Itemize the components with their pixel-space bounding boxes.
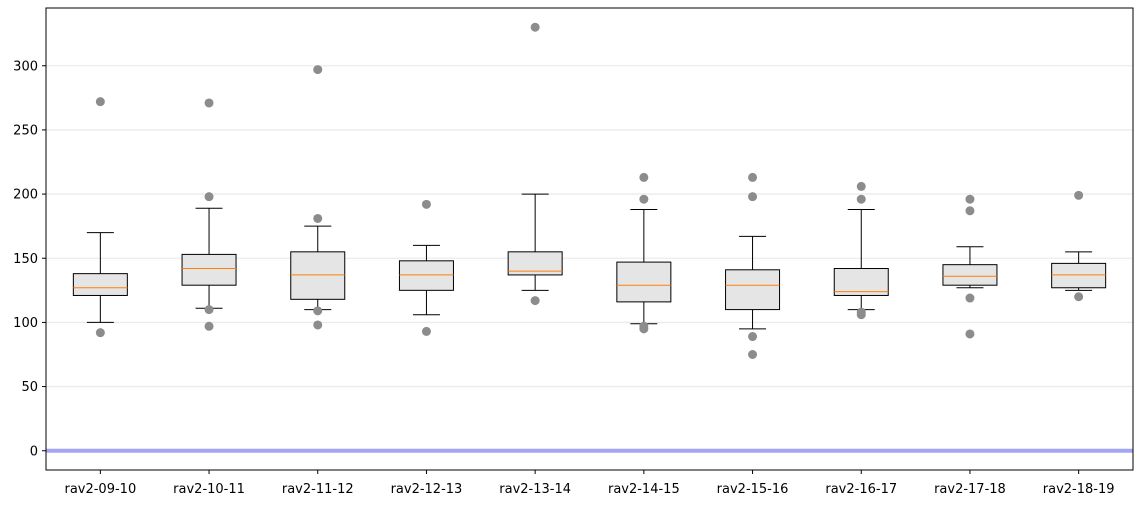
boxes-layer <box>72 22 1107 359</box>
x-tick-label-rav2-17-18: rav2-17-18 <box>934 482 1006 497</box>
outlier-point <box>313 65 323 75</box>
box-rav2-12-13 <box>398 199 454 336</box>
y-tick-label-0: 0 <box>30 444 38 459</box>
iqr-box <box>833 268 889 296</box>
outlier-point <box>313 320 323 330</box>
iqr-box <box>398 260 454 291</box>
x-tick-label-rav2-15-16: rav2-15-16 <box>717 482 789 497</box>
x-tick-label-rav2-13-14: rav2-13-14 <box>499 482 571 497</box>
y-tick-label-50: 50 <box>21 380 38 395</box>
outlier-point <box>965 194 975 204</box>
outlier-point <box>639 194 649 204</box>
box-rav2-10-11 <box>181 98 237 331</box>
outlier-point <box>313 306 323 316</box>
outlier-point <box>965 293 975 303</box>
outlier-point <box>1074 190 1084 200</box>
x-tick-label-rav2-12-13: rav2-12-13 <box>391 482 463 497</box>
iqr-box <box>290 251 346 300</box>
iqr-box <box>725 269 781 311</box>
outlier-point <box>313 213 323 223</box>
x-tick-label-rav2-10-11: rav2-10-11 <box>173 482 245 497</box>
y-axis: 0 50 100 150 200 250 300 <box>13 59 46 459</box>
box-rav2-17-18 <box>942 194 998 339</box>
box-rav2-11-12 <box>290 65 346 330</box>
outlier-point <box>856 307 866 317</box>
outlier-point <box>748 350 758 359</box>
y-tick-label-300: 300 <box>13 59 38 74</box>
x-tick-label-rav2-18-19: rav2-18-19 <box>1043 482 1115 497</box>
y-tick-label-250: 250 <box>13 123 38 138</box>
outlier-point <box>204 321 214 331</box>
outlier-point <box>748 332 758 342</box>
iqr-box <box>72 273 128 296</box>
iqr-box <box>507 251 563 276</box>
iqr-box <box>1051 262 1107 289</box>
outlier-point <box>204 305 214 315</box>
outlier-point <box>95 328 105 338</box>
box-rav2-13-14 <box>507 22 563 306</box>
box-rav2-09-10 <box>72 97 128 338</box>
x-tick-label-rav2-11-12: rav2-11-12 <box>282 482 354 497</box>
outlier-point <box>965 206 975 216</box>
outlier-point <box>856 181 866 191</box>
x-tick-label-rav2-16-17: rav2-16-17 <box>825 482 897 497</box>
outlier-point <box>530 296 540 306</box>
box-rav2-16-17 <box>833 181 889 320</box>
box-rav2-18-19 <box>1051 190 1107 302</box>
outlier-point <box>204 192 214 202</box>
x-tick-label-rav2-09-10: rav2-09-10 <box>64 482 136 497</box>
outlier-point <box>421 199 431 209</box>
outlier-point <box>856 194 866 204</box>
outlier-point <box>748 172 758 182</box>
box-rav2-14-15 <box>616 172 672 334</box>
outlier-point <box>1074 292 1084 302</box>
outlier-point <box>965 329 975 339</box>
iqr-box <box>181 253 237 286</box>
iqr-box <box>942 264 998 286</box>
plot-area-frame <box>45 7 1134 471</box>
box-rav2-15-16 <box>725 172 781 359</box>
x-tick-label-rav2-14-15: rav2-14-15 <box>608 482 680 497</box>
outlier-point <box>421 326 431 336</box>
outlier-point <box>204 98 214 108</box>
outlier-point <box>639 321 649 331</box>
outlier-point <box>639 172 649 182</box>
y-tick-label-150: 150 <box>13 252 38 267</box>
x-axis: rav2-09-10 rav2-10-11 rav2-11-12 rav2-12-13… <box>64 470 1115 497</box>
outlier-point <box>95 97 105 107</box>
y-tick-label-100: 100 <box>13 316 38 331</box>
iqr-box <box>616 261 672 303</box>
outlier-point <box>530 22 540 32</box>
y-tick-label-200: 200 <box>13 188 38 203</box>
outlier-point <box>748 192 758 202</box>
